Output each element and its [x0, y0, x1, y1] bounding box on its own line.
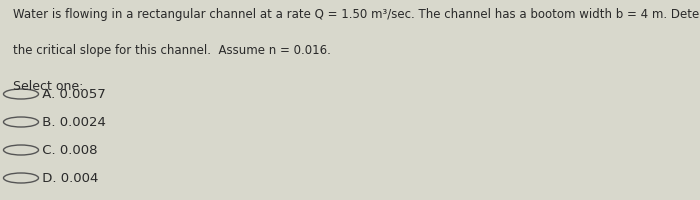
Text: Water is flowing in a rectangular channel at a rate Q = 1.50 m³/sec. The channel: Water is flowing in a rectangular channe…	[13, 8, 700, 21]
Text: C. 0.008: C. 0.008	[38, 144, 98, 156]
Text: A. 0.0057: A. 0.0057	[38, 88, 106, 100]
Text: Select one:: Select one:	[13, 80, 83, 93]
Text: the critical slope for this channel.  Assume n = 0.016.: the critical slope for this channel. Ass…	[13, 44, 330, 57]
Text: B. 0.0024: B. 0.0024	[38, 116, 106, 129]
Text: D. 0.004: D. 0.004	[38, 171, 99, 184]
